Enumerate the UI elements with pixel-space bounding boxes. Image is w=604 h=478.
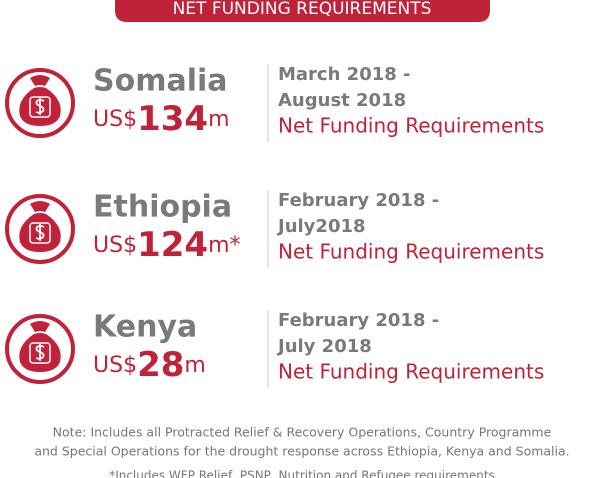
period-start: February 2018 - — [278, 190, 439, 211]
header-banner — [115, 0, 490, 22]
amount-suffix: m* — [208, 233, 240, 258]
footnote: *Includes WFP Relief, PSNP, Nutrition an… — [109, 469, 495, 478]
requirement-label: Net Funding Requirements — [278, 240, 544, 264]
note-line: Note: Includes all Protracted Relief & R… — [53, 425, 552, 440]
dollar-glyph — [35, 344, 45, 361]
country-name: Kenya — [93, 310, 197, 345]
amount-value: 28 — [137, 345, 184, 385]
amount-prefix: US$ — [93, 233, 137, 258]
amount-text: US$124m* — [93, 225, 241, 265]
period-end: July 2018 — [276, 336, 372, 357]
amount-value: 134 — [137, 99, 208, 139]
dollar-glyph — [35, 98, 45, 115]
amount-text: US$134m — [93, 99, 230, 139]
amount-suffix: m — [208, 107, 229, 132]
period-start: February 2018 - — [278, 310, 439, 331]
period-start: March 2018 - — [278, 64, 411, 85]
header-title: NET FUNDING REQUIREMENTS — [173, 0, 432, 19]
period-end: July2018 — [276, 216, 366, 237]
amount-prefix: US$ — [93, 107, 137, 132]
note-line: and Special Operations for the drought r… — [34, 444, 569, 459]
dollar-glyph — [35, 224, 45, 241]
amount-suffix: m — [184, 353, 205, 378]
requirement-label: Net Funding Requirements — [278, 360, 544, 384]
country-name: Somalia — [93, 64, 228, 99]
country-name: Ethiopia — [93, 190, 232, 225]
amount-value: 124 — [137, 225, 208, 265]
amount-text: US$28m — [93, 345, 206, 385]
period-end: August 2018 — [278, 90, 406, 111]
requirement-label: Net Funding Requirements — [278, 114, 544, 138]
amount-prefix: US$ — [93, 353, 137, 378]
